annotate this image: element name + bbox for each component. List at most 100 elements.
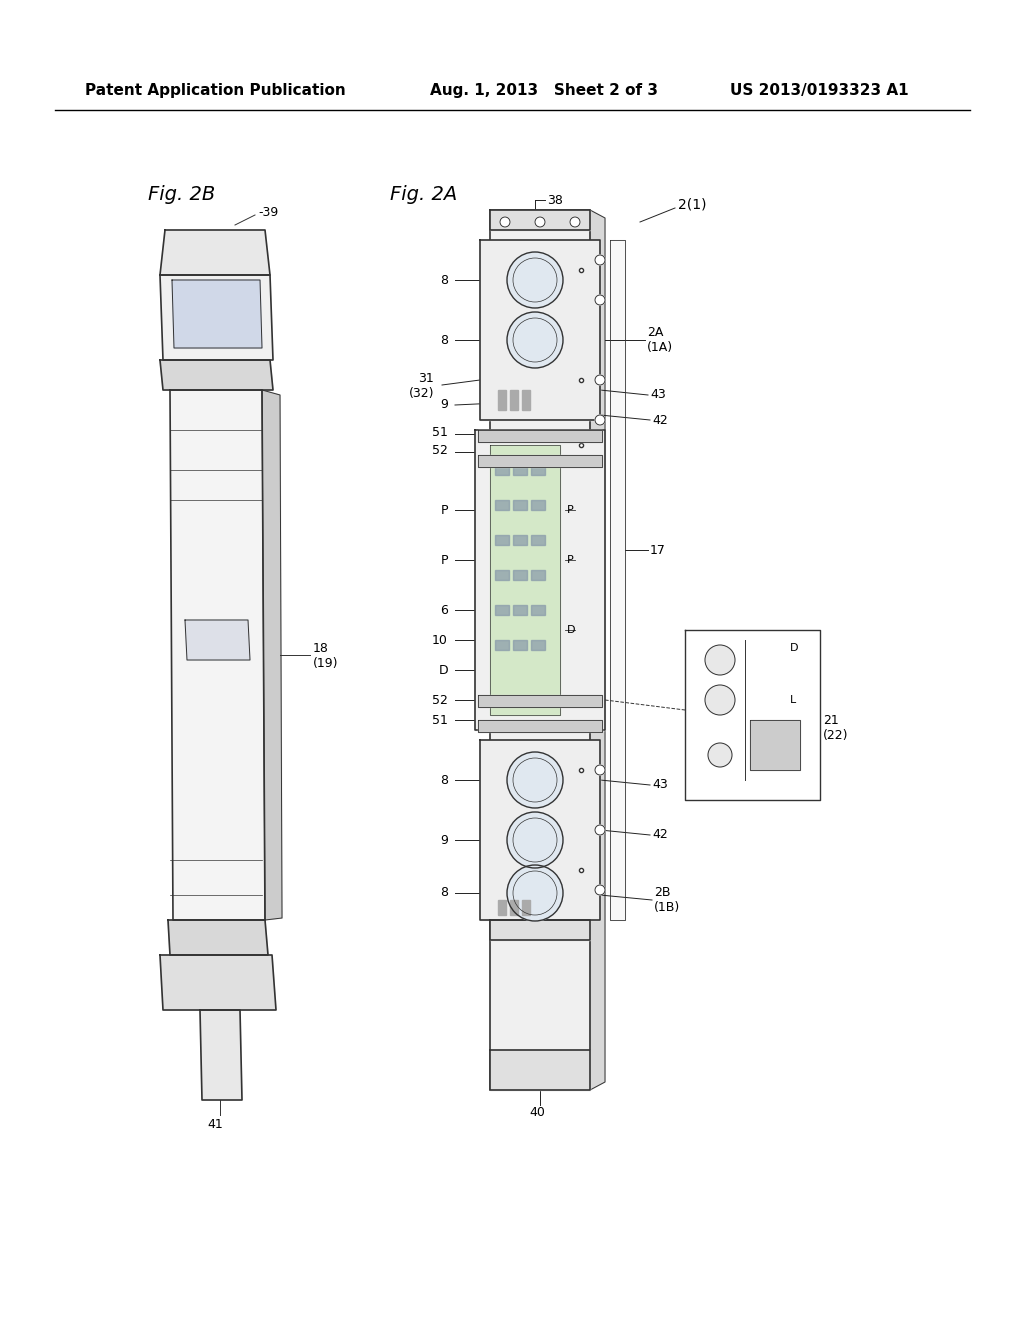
Circle shape [507, 865, 563, 921]
Text: 9: 9 [440, 399, 449, 412]
Text: (19): (19) [313, 656, 339, 669]
Polygon shape [478, 430, 602, 442]
Text: L: L [790, 696, 797, 705]
Polygon shape [513, 570, 527, 579]
Polygon shape [200, 1010, 242, 1100]
Text: (1A): (1A) [647, 342, 673, 355]
Text: 51: 51 [432, 714, 449, 726]
Polygon shape [475, 430, 605, 730]
Polygon shape [531, 640, 545, 649]
Polygon shape [480, 741, 600, 920]
Text: 17: 17 [650, 544, 666, 557]
Circle shape [595, 884, 605, 895]
Polygon shape [510, 389, 518, 411]
Polygon shape [490, 210, 590, 230]
Polygon shape [513, 640, 527, 649]
Circle shape [595, 255, 605, 265]
Text: 42: 42 [652, 413, 668, 426]
Text: 8: 8 [440, 887, 449, 899]
Text: 8: 8 [440, 273, 449, 286]
Text: 2B: 2B [654, 887, 671, 899]
Text: (32): (32) [409, 387, 434, 400]
Text: 18: 18 [313, 642, 329, 655]
Text: 2A: 2A [647, 326, 664, 339]
Text: Fig. 2A: Fig. 2A [390, 186, 458, 205]
Text: -39: -39 [258, 206, 279, 219]
Text: (1B): (1B) [654, 900, 680, 913]
Circle shape [595, 766, 605, 775]
Text: D: D [567, 624, 575, 635]
Polygon shape [490, 1049, 590, 1090]
Text: 8: 8 [440, 334, 449, 346]
Polygon shape [495, 570, 509, 579]
Polygon shape [513, 535, 527, 545]
Circle shape [595, 414, 605, 425]
Text: Fig. 2B: Fig. 2B [148, 186, 215, 205]
Polygon shape [531, 605, 545, 615]
Polygon shape [510, 900, 518, 915]
Text: P: P [567, 506, 573, 515]
Circle shape [535, 216, 545, 227]
Circle shape [705, 645, 735, 675]
Text: Patent Application Publication: Patent Application Publication [85, 82, 346, 98]
Circle shape [708, 743, 732, 767]
Circle shape [507, 312, 563, 368]
Polygon shape [172, 280, 262, 348]
Circle shape [507, 752, 563, 808]
Text: 6: 6 [440, 603, 449, 616]
Circle shape [500, 216, 510, 227]
Text: 2(1): 2(1) [678, 198, 707, 213]
Polygon shape [522, 900, 530, 915]
Text: 43: 43 [652, 779, 668, 792]
Text: 38: 38 [547, 194, 563, 206]
Polygon shape [590, 210, 605, 1090]
Polygon shape [185, 620, 250, 660]
Polygon shape [513, 500, 527, 510]
Polygon shape [168, 920, 268, 954]
Polygon shape [490, 920, 590, 940]
Text: 21: 21 [823, 714, 839, 726]
Text: P: P [567, 554, 573, 565]
Text: 43: 43 [650, 388, 666, 401]
Polygon shape [170, 389, 265, 920]
Text: D: D [438, 664, 449, 676]
Polygon shape [531, 500, 545, 510]
Text: (22): (22) [823, 729, 849, 742]
Polygon shape [498, 389, 506, 411]
Polygon shape [478, 696, 602, 708]
Text: P: P [440, 503, 449, 516]
Text: 31: 31 [418, 371, 434, 384]
Polygon shape [495, 605, 509, 615]
Polygon shape [750, 719, 800, 770]
Polygon shape [495, 535, 509, 545]
Circle shape [705, 685, 735, 715]
Text: 41: 41 [207, 1118, 223, 1131]
Text: D: D [790, 643, 799, 653]
Polygon shape [495, 500, 509, 510]
Polygon shape [160, 230, 270, 275]
Polygon shape [490, 445, 560, 715]
Circle shape [507, 252, 563, 308]
Text: 40: 40 [529, 1106, 545, 1118]
Polygon shape [531, 535, 545, 545]
Text: 51: 51 [432, 425, 449, 438]
Text: 10: 10 [432, 634, 449, 647]
Text: 52: 52 [432, 693, 449, 706]
Polygon shape [478, 455, 602, 467]
Text: 52: 52 [432, 444, 449, 457]
Text: Aug. 1, 2013   Sheet 2 of 3: Aug. 1, 2013 Sheet 2 of 3 [430, 82, 658, 98]
Text: 42: 42 [652, 829, 668, 842]
Polygon shape [610, 240, 625, 920]
Polygon shape [160, 954, 276, 1010]
Polygon shape [495, 640, 509, 649]
Polygon shape [531, 570, 545, 579]
Polygon shape [522, 389, 530, 411]
Circle shape [595, 825, 605, 836]
Polygon shape [262, 389, 282, 920]
Polygon shape [490, 210, 590, 1090]
Polygon shape [495, 465, 509, 475]
Polygon shape [513, 465, 527, 475]
Polygon shape [498, 900, 506, 915]
Text: US 2013/0193323 A1: US 2013/0193323 A1 [730, 82, 908, 98]
Text: 8: 8 [440, 774, 449, 787]
